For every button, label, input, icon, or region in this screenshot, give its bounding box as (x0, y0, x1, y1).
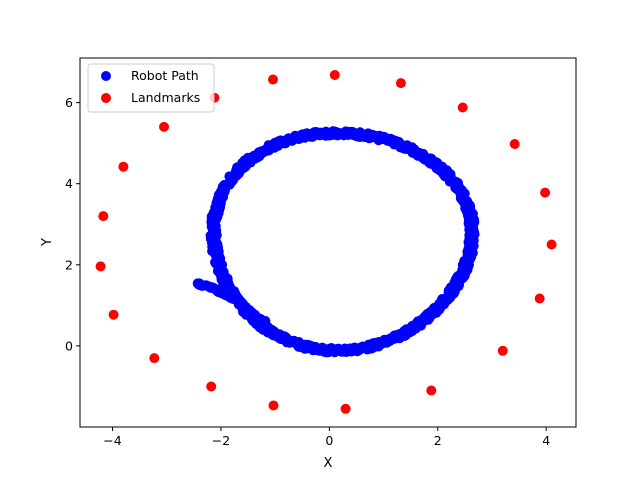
y-axis-ticks: 0 2 4 6 (65, 95, 80, 353)
landmark-point (340, 403, 351, 414)
legend-marker-robot-path (101, 71, 111, 81)
x-axis-label: X (324, 456, 333, 471)
x-tick-label: −4 (103, 433, 121, 448)
landmark-point (98, 211, 109, 222)
y-tick-label: 0 (65, 338, 73, 353)
x-tick-label: −2 (212, 433, 230, 448)
landmark-point (509, 139, 520, 149)
landmark-point (457, 102, 468, 113)
x-axis-ticks: −4 −2 0 2 4 (103, 427, 550, 448)
y-tick-label: 4 (65, 176, 73, 191)
legend-label-robot-path: Robot Path (131, 68, 199, 83)
robot-path-series (192, 126, 480, 358)
landmark-point (426, 385, 437, 396)
legend-frame (87, 63, 215, 113)
robot-path-point (468, 235, 479, 246)
landmark-point (149, 353, 160, 364)
landmark-point (546, 239, 557, 250)
landmark-point (268, 400, 279, 411)
robot-path-point (192, 278, 203, 289)
x-tick-label: 4 (542, 433, 550, 448)
landmark-point (118, 161, 129, 172)
legend: Robot Path Landmarks (87, 63, 215, 113)
landmark-point (206, 381, 217, 392)
y-tick-label: 6 (65, 95, 73, 110)
landmark-point (95, 261, 106, 272)
landmarks-series (95, 70, 557, 414)
y-tick-label: 2 (65, 257, 73, 272)
landmark-point (108, 309, 119, 320)
y-axis-label: Y (40, 238, 55, 247)
landmark-point (329, 70, 340, 80)
axes-frame (79, 57, 577, 428)
landmark-point (268, 74, 278, 85)
x-tick-label: 2 (434, 433, 442, 448)
landmark-point (395, 78, 406, 89)
landmark-point (540, 187, 551, 198)
landmark-point (159, 121, 169, 132)
landmark-point (497, 345, 508, 356)
landmark-point (534, 293, 545, 304)
legend-marker-landmarks (101, 93, 111, 103)
x-tick-label: 0 (325, 433, 333, 448)
legend-label-landmarks: Landmarks (131, 90, 200, 105)
plot-area (95, 70, 557, 414)
